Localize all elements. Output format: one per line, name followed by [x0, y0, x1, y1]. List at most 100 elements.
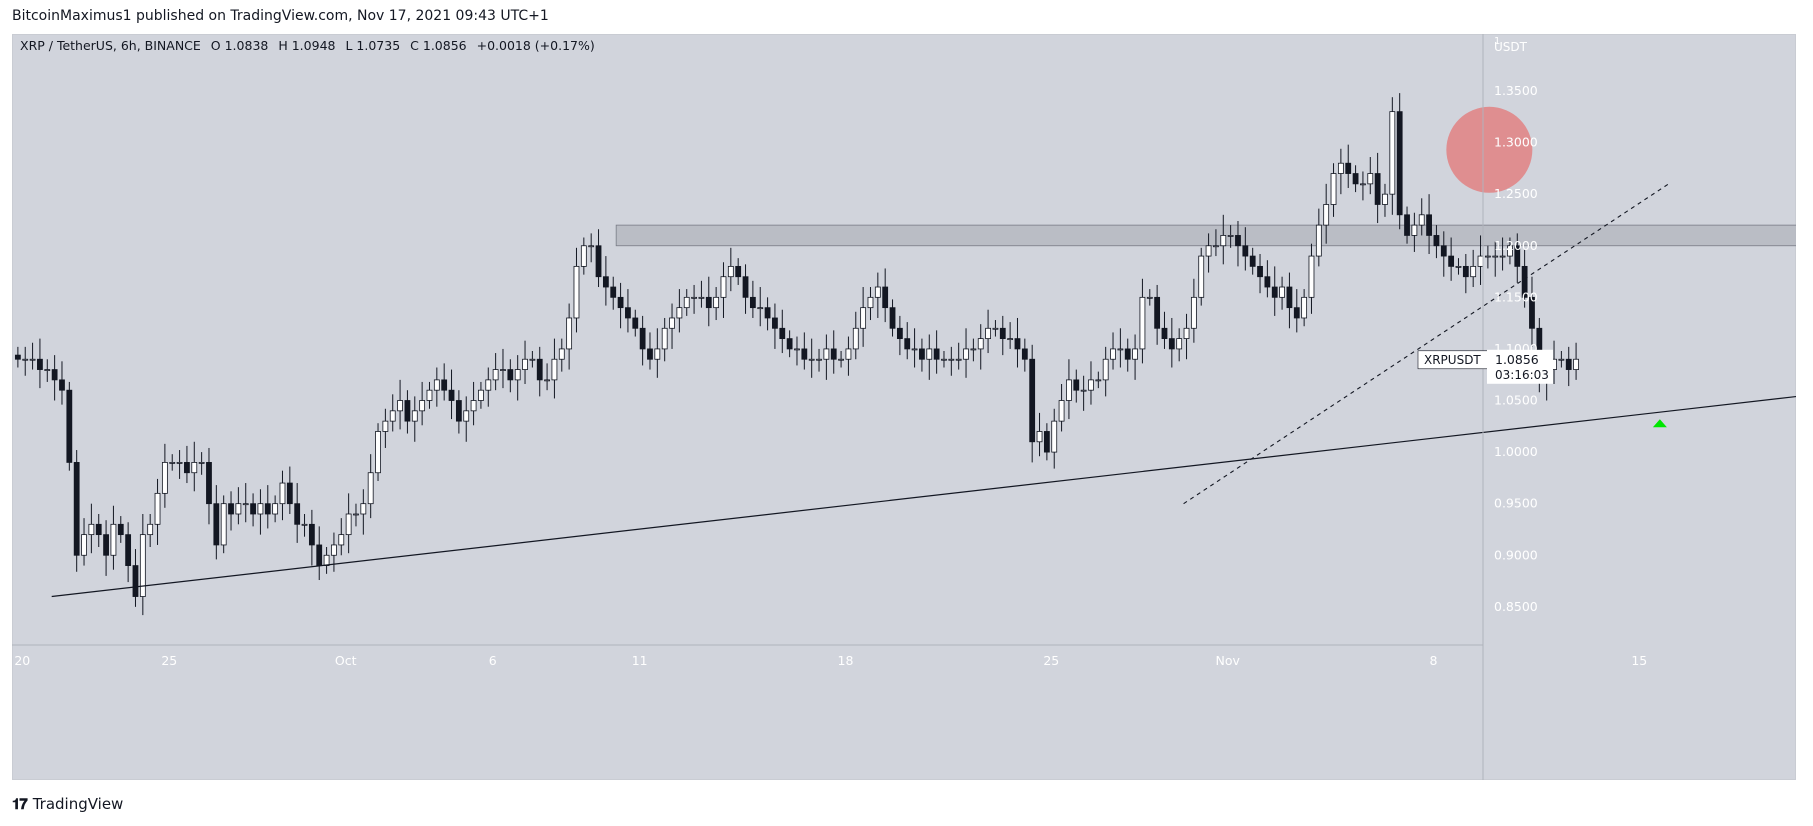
candle-up[interactable] — [360, 503, 367, 515]
candle-down[interactable] — [132, 565, 139, 597]
candle-up[interactable] — [191, 462, 198, 474]
candle-up[interactable] — [397, 400, 403, 412]
candle-up[interactable] — [808, 358, 815, 361]
candle-down[interactable] — [294, 503, 301, 525]
candle-down[interactable] — [1029, 358, 1036, 443]
candle-down[interactable] — [786, 338, 793, 350]
candle-up[interactable] — [1367, 173, 1374, 185]
candle-up[interactable] — [1418, 214, 1425, 226]
candle-up[interactable] — [551, 358, 558, 381]
resistance-zone-box[interactable] — [615, 224, 1796, 247]
candle-up[interactable] — [852, 327, 859, 350]
candle-down[interactable] — [1168, 338, 1175, 350]
candle-up[interactable] — [911, 348, 918, 351]
candle-up[interactable] — [1279, 286, 1285, 298]
candle-up[interactable] — [1477, 255, 1484, 267]
candle-up[interactable] — [1301, 296, 1308, 319]
candle-down[interactable] — [1264, 276, 1271, 288]
candle-down[interactable] — [536, 358, 543, 381]
candle-up[interactable] — [757, 307, 764, 310]
candle-down[interactable] — [1529, 296, 1535, 329]
candle-down[interactable] — [896, 327, 903, 340]
candle-up[interactable] — [279, 482, 286, 505]
candle-down[interactable] — [1249, 255, 1256, 267]
candle-up[interactable] — [470, 400, 477, 412]
candle-up[interactable] — [1066, 379, 1072, 401]
candle-up[interactable] — [676, 307, 683, 319]
candle-down[interactable] — [602, 276, 609, 288]
candle-up[interactable] — [433, 379, 440, 391]
candle-up[interactable] — [139, 534, 146, 597]
candle-up[interactable] — [1382, 193, 1388, 205]
candle-up[interactable] — [426, 389, 433, 401]
candle-up[interactable] — [1110, 348, 1116, 360]
candle-up[interactable] — [1117, 348, 1124, 351]
candle-up[interactable] — [147, 523, 154, 536]
candle-up[interactable] — [1360, 183, 1366, 186]
candle-down[interactable] — [639, 327, 646, 350]
candle-up[interactable] — [860, 307, 867, 329]
candle-up[interactable] — [382, 420, 389, 432]
candle-up[interactable] — [558, 348, 565, 360]
candle-up[interactable] — [1220, 235, 1227, 247]
candle-up[interactable] — [176, 462, 183, 464]
dashed-trendline[interactable] — [1183, 183, 1669, 505]
candle-up[interactable] — [1573, 358, 1579, 370]
candle-down[interactable] — [1124, 348, 1131, 360]
candle-up[interactable] — [867, 296, 874, 309]
candle-up[interactable] — [720, 276, 727, 298]
candle-down[interactable] — [919, 348, 925, 360]
candle-down[interactable] — [316, 544, 323, 566]
candle-down[interactable] — [632, 317, 639, 329]
candle-up[interactable] — [874, 286, 881, 298]
candle-down[interactable] — [764, 307, 771, 319]
candle-up[interactable] — [331, 544, 337, 556]
candle-up[interactable] — [272, 503, 279, 515]
candle-up[interactable] — [661, 327, 668, 350]
candle-up[interactable] — [1058, 400, 1065, 422]
candle-down[interactable] — [742, 276, 749, 298]
candle-up[interactable] — [794, 348, 800, 351]
candle-down[interactable] — [117, 523, 124, 536]
candle-up[interactable] — [242, 503, 249, 506]
candle-down[interactable] — [647, 348, 653, 360]
candle-down[interactable] — [625, 307, 631, 319]
candle-up[interactable] — [411, 410, 418, 422]
candle-down[interactable] — [1448, 255, 1455, 267]
candle-down[interactable] — [610, 286, 617, 298]
candle-down[interactable] — [882, 286, 889, 309]
candle-up[interactable] — [691, 296, 697, 299]
candle-up[interactable] — [353, 513, 359, 516]
candle-down[interactable] — [37, 358, 43, 370]
candle-down[interactable] — [735, 265, 742, 278]
candle-down[interactable] — [1257, 265, 1263, 278]
candle-down[interactable] — [1352, 173, 1359, 185]
candle-up[interactable] — [1507, 245, 1513, 257]
candle-down[interactable] — [1396, 111, 1403, 216]
candle-down[interactable] — [14, 354, 21, 360]
candle-up[interactable] — [1139, 296, 1146, 350]
candle-up[interactable] — [698, 296, 705, 299]
candle-up[interactable] — [1146, 296, 1153, 299]
candle-up[interactable] — [22, 358, 29, 361]
candle-up[interactable] — [845, 348, 852, 360]
candle-up[interactable] — [1330, 173, 1337, 205]
candle-up[interactable] — [1080, 389, 1087, 392]
candle-down[interactable] — [1440, 245, 1447, 257]
candle-down[interactable] — [705, 296, 712, 309]
candle-up[interactable] — [992, 327, 999, 330]
candle-up[interactable] — [1499, 255, 1506, 258]
candle-up[interactable] — [1088, 379, 1094, 391]
candle-down[interactable] — [1293, 307, 1300, 319]
candle-up[interactable] — [220, 503, 227, 546]
candle-down[interactable] — [1154, 296, 1161, 329]
candle-down[interactable] — [441, 379, 448, 391]
candle-down[interactable] — [1521, 265, 1528, 298]
candle-up[interactable] — [1213, 245, 1219, 248]
candle-up[interactable] — [963, 348, 969, 360]
candle-down[interactable] — [1242, 245, 1249, 257]
candle-up[interactable] — [1198, 255, 1205, 298]
candle-up[interactable] — [29, 358, 36, 361]
candle-up[interactable] — [566, 317, 573, 350]
candle-up[interactable] — [1315, 224, 1322, 257]
